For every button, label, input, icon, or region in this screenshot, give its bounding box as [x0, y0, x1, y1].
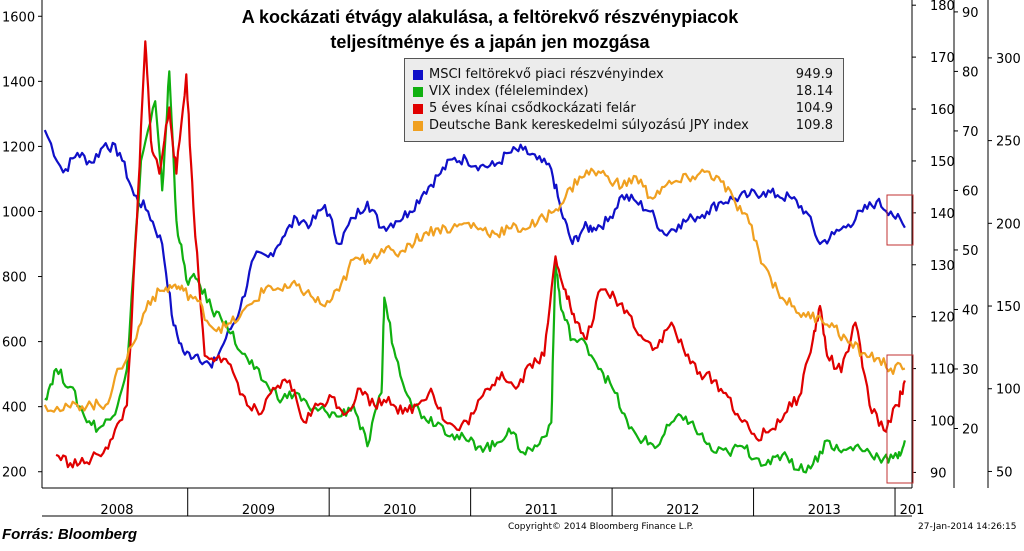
legend-series-name: VIX index (félelemindex): [429, 84, 589, 99]
x-tick-label: 201: [900, 503, 925, 518]
legend-series-name: Deutsche Bank kereskedelmi súlyozású JPY…: [429, 118, 749, 133]
right2-tick-label: 60: [962, 184, 979, 199]
series-lines: [43, 40, 906, 474]
legend-last-value: 18.14: [795, 84, 833, 99]
timestamp: 27-Jan-2014 14:26:15: [918, 522, 1017, 532]
highlight-boxes: [886, 194, 914, 484]
left-tick-label: 400: [2, 401, 27, 416]
highlight-box-msci: [886, 194, 914, 246]
left-tick-label: 1200: [2, 140, 35, 155]
highlight-box-recent: [886, 354, 914, 484]
right2-tick-label: 70: [962, 125, 979, 140]
legend-swatch: [413, 121, 423, 131]
x-tick-label: 2011: [525, 503, 558, 518]
left-tick-label: 800: [2, 271, 27, 286]
right3-tick-label: 100: [996, 383, 1021, 398]
right3-tick-label: 250: [996, 135, 1021, 150]
right2-tick-label: 30: [962, 363, 979, 378]
right2-tick-label: 90: [962, 6, 979, 21]
legend: MSCI feltörekvő piaci részvényindex 949.9…: [404, 58, 844, 142]
left-tick-label: 1400: [2, 75, 35, 90]
right3-tick-label: 150: [996, 300, 1021, 315]
legend-swatch: [413, 87, 423, 97]
legend-entry: 5 éves kínai csődkockázati felár 104.9: [411, 101, 837, 117]
x-tick-label: 2010: [383, 503, 416, 518]
chart-title-line-1: A kockázati étvágy alakulása, a feltörek…: [241, 7, 739, 27]
series-line-3: [55, 40, 906, 469]
x-tick-label: 2009: [242, 503, 275, 518]
series-line-1: [43, 129, 906, 369]
x-tick-label: 2012: [666, 503, 699, 518]
source-note: Forrás: Bloomberg: [2, 526, 138, 543]
legend-last-value: 104.9: [795, 101, 833, 116]
left-tick-label: 1000: [2, 205, 35, 220]
legend-entry: Deutsche Bank kereskedelmi súlyozású JPY…: [411, 118, 837, 134]
right1-tick-label: 130: [930, 259, 955, 274]
right3-tick-label: 50: [996, 465, 1013, 480]
right2-tick-label: 40: [962, 303, 979, 318]
right2-tick-label: 50: [962, 244, 979, 259]
legend-series-name: MSCI feltörekvő piaci részvényindex: [429, 67, 664, 82]
right2-tick-label: 80: [962, 65, 979, 80]
right1-tick-label: 100: [930, 415, 955, 430]
right1-tick-label: 150: [930, 155, 955, 170]
copyright-note: Copyright© 2014 Bloomberg Finance L.P.: [508, 522, 694, 532]
legend-swatch: [413, 70, 423, 80]
series-line-4: [43, 167, 906, 413]
legend-swatch: [413, 104, 423, 114]
chart-title-line-2: teljesítménye és a japán jen mozgása: [330, 32, 650, 52]
right3-tick-label: 300: [996, 52, 1021, 67]
right1-tick-label: 110: [930, 363, 955, 378]
right1-tick-label: 160: [930, 103, 955, 118]
right1-tick-label: 140: [930, 207, 955, 222]
left-tick-label: 1600: [2, 10, 35, 25]
right2-tick-label: 20: [962, 422, 979, 437]
left-tick-label: 200: [2, 466, 27, 481]
right1-tick-label: 170: [930, 51, 955, 66]
x-tick-label: 2013: [808, 503, 841, 518]
legend-entry: VIX index (félelemindex) 18.14: [411, 84, 837, 100]
right1-tick-label: 90: [930, 466, 947, 481]
axes: 200 400 600 800 1000 1200 1400 1600 90 100 110 120 1…: [2, 0, 1021, 518]
left-tick-label: 600: [2, 336, 27, 351]
x-tick-label: 2008: [100, 503, 133, 518]
right3-tick-label: 200: [996, 217, 1021, 232]
legend-series-name: 5 éves kínai csődkockázati felár: [429, 101, 636, 116]
right1-tick-label: 120: [930, 311, 955, 326]
series-line-2: [44, 70, 906, 474]
legend-last-value: 949.9: [795, 67, 833, 82]
legend-entry: MSCI feltörekvő piaci részvényindex 949.9: [411, 67, 837, 83]
right1-tick-label: 180: [930, 0, 955, 14]
legend-last-value: 109.8: [795, 118, 833, 133]
